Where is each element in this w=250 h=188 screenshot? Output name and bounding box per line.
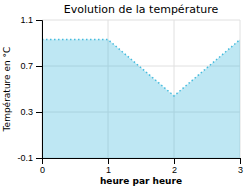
- tick: -0.1: [17, 153, 42, 163]
- y-axis: -0.1 0.3 0.7 1.1: [17, 15, 42, 163]
- title: Evolution de la température: [64, 3, 219, 16]
- tick: 1.1: [20, 15, 42, 25]
- y-label: Température en °C: [2, 47, 12, 133]
- line: [42, 40, 240, 96]
- tick: 0: [40, 158, 45, 175]
- tick-label: 2: [172, 165, 177, 175]
- tick: 0.7: [20, 61, 42, 71]
- grid-line: [42, 20, 240, 21]
- tick-mark: [36, 158, 42, 159]
- tick: 2: [172, 158, 177, 175]
- area: [42, 40, 240, 158]
- tick: 1: [106, 158, 111, 175]
- tick-mark: [36, 66, 42, 67]
- tick-mark: [174, 158, 175, 164]
- x-label: heure par heure: [100, 176, 182, 186]
- marks: [42, 40, 240, 158]
- chart: 0 1 2 3 -0.1 0.3 0.7 1.1 Evolution de la tempéra…: [0, 0, 250, 188]
- tick-mark: [36, 20, 42, 21]
- tick-mark: [36, 112, 42, 113]
- tick-label: 1.1: [20, 15, 33, 25]
- tick-label: -0.1: [17, 153, 33, 163]
- tick-label: 0.3: [20, 107, 33, 117]
- axis-line: [36, 21, 43, 159]
- tick: 3: [238, 158, 243, 175]
- x-axis: 0 1 2 3: [40, 158, 243, 175]
- tick-label: 0.7: [20, 61, 33, 71]
- axis-line: [43, 159, 241, 165]
- tick-mark: [240, 158, 241, 164]
- tick-label: 3: [238, 165, 243, 175]
- tick-label: 0: [40, 165, 45, 175]
- tick-label: 1: [106, 165, 111, 175]
- grid: [42, 20, 240, 158]
- plot-area: 0 1 2 3 -0.1 0.3 0.7 1.1: [17, 15, 243, 175]
- tick: 0.3: [20, 107, 42, 117]
- tick-mark: [108, 158, 109, 164]
